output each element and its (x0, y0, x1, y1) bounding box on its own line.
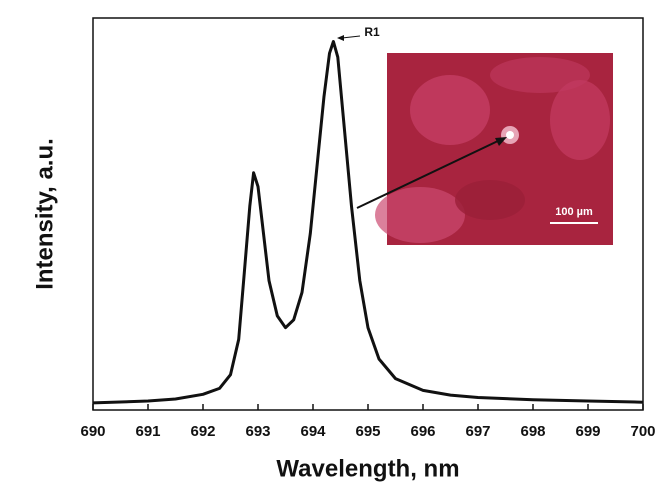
inset-texture (375, 187, 465, 243)
inset-spot (506, 131, 514, 139)
annotation: R1 (364, 25, 380, 39)
x-tick-label: 695 (355, 423, 380, 440)
x-tick-label: 693 (245, 423, 270, 440)
inset-texture (455, 180, 525, 220)
scale-label: 100 µm (555, 206, 593, 218)
arrow-head (495, 137, 507, 146)
x-tick-label: 692 (190, 423, 215, 440)
arrow (356, 139, 501, 209)
inset-texture (490, 57, 590, 93)
x-tick-label: 694 (300, 423, 326, 440)
x-tick-label: 696 (410, 423, 435, 440)
x-tick-label: 698 (520, 423, 545, 440)
x-axis-title: Wavelength, nm (276, 455, 459, 482)
x-tick-label: 697 (465, 423, 490, 440)
annotation-arrow-head (337, 35, 344, 41)
x-tick-label: 700 (630, 423, 655, 440)
x-tick-label: 691 (135, 423, 160, 440)
inset-image: 100 µm (375, 53, 613, 245)
spectrum-line (92, 40, 644, 405)
annotation-arrow (341, 35, 361, 39)
x-tick-label: 699 (575, 423, 600, 440)
x-tick-label: 690 (80, 423, 105, 440)
inset-texture (410, 75, 490, 145)
inset-texture (550, 80, 610, 160)
y-axis-title: Intensity, a.u. (31, 138, 58, 290)
